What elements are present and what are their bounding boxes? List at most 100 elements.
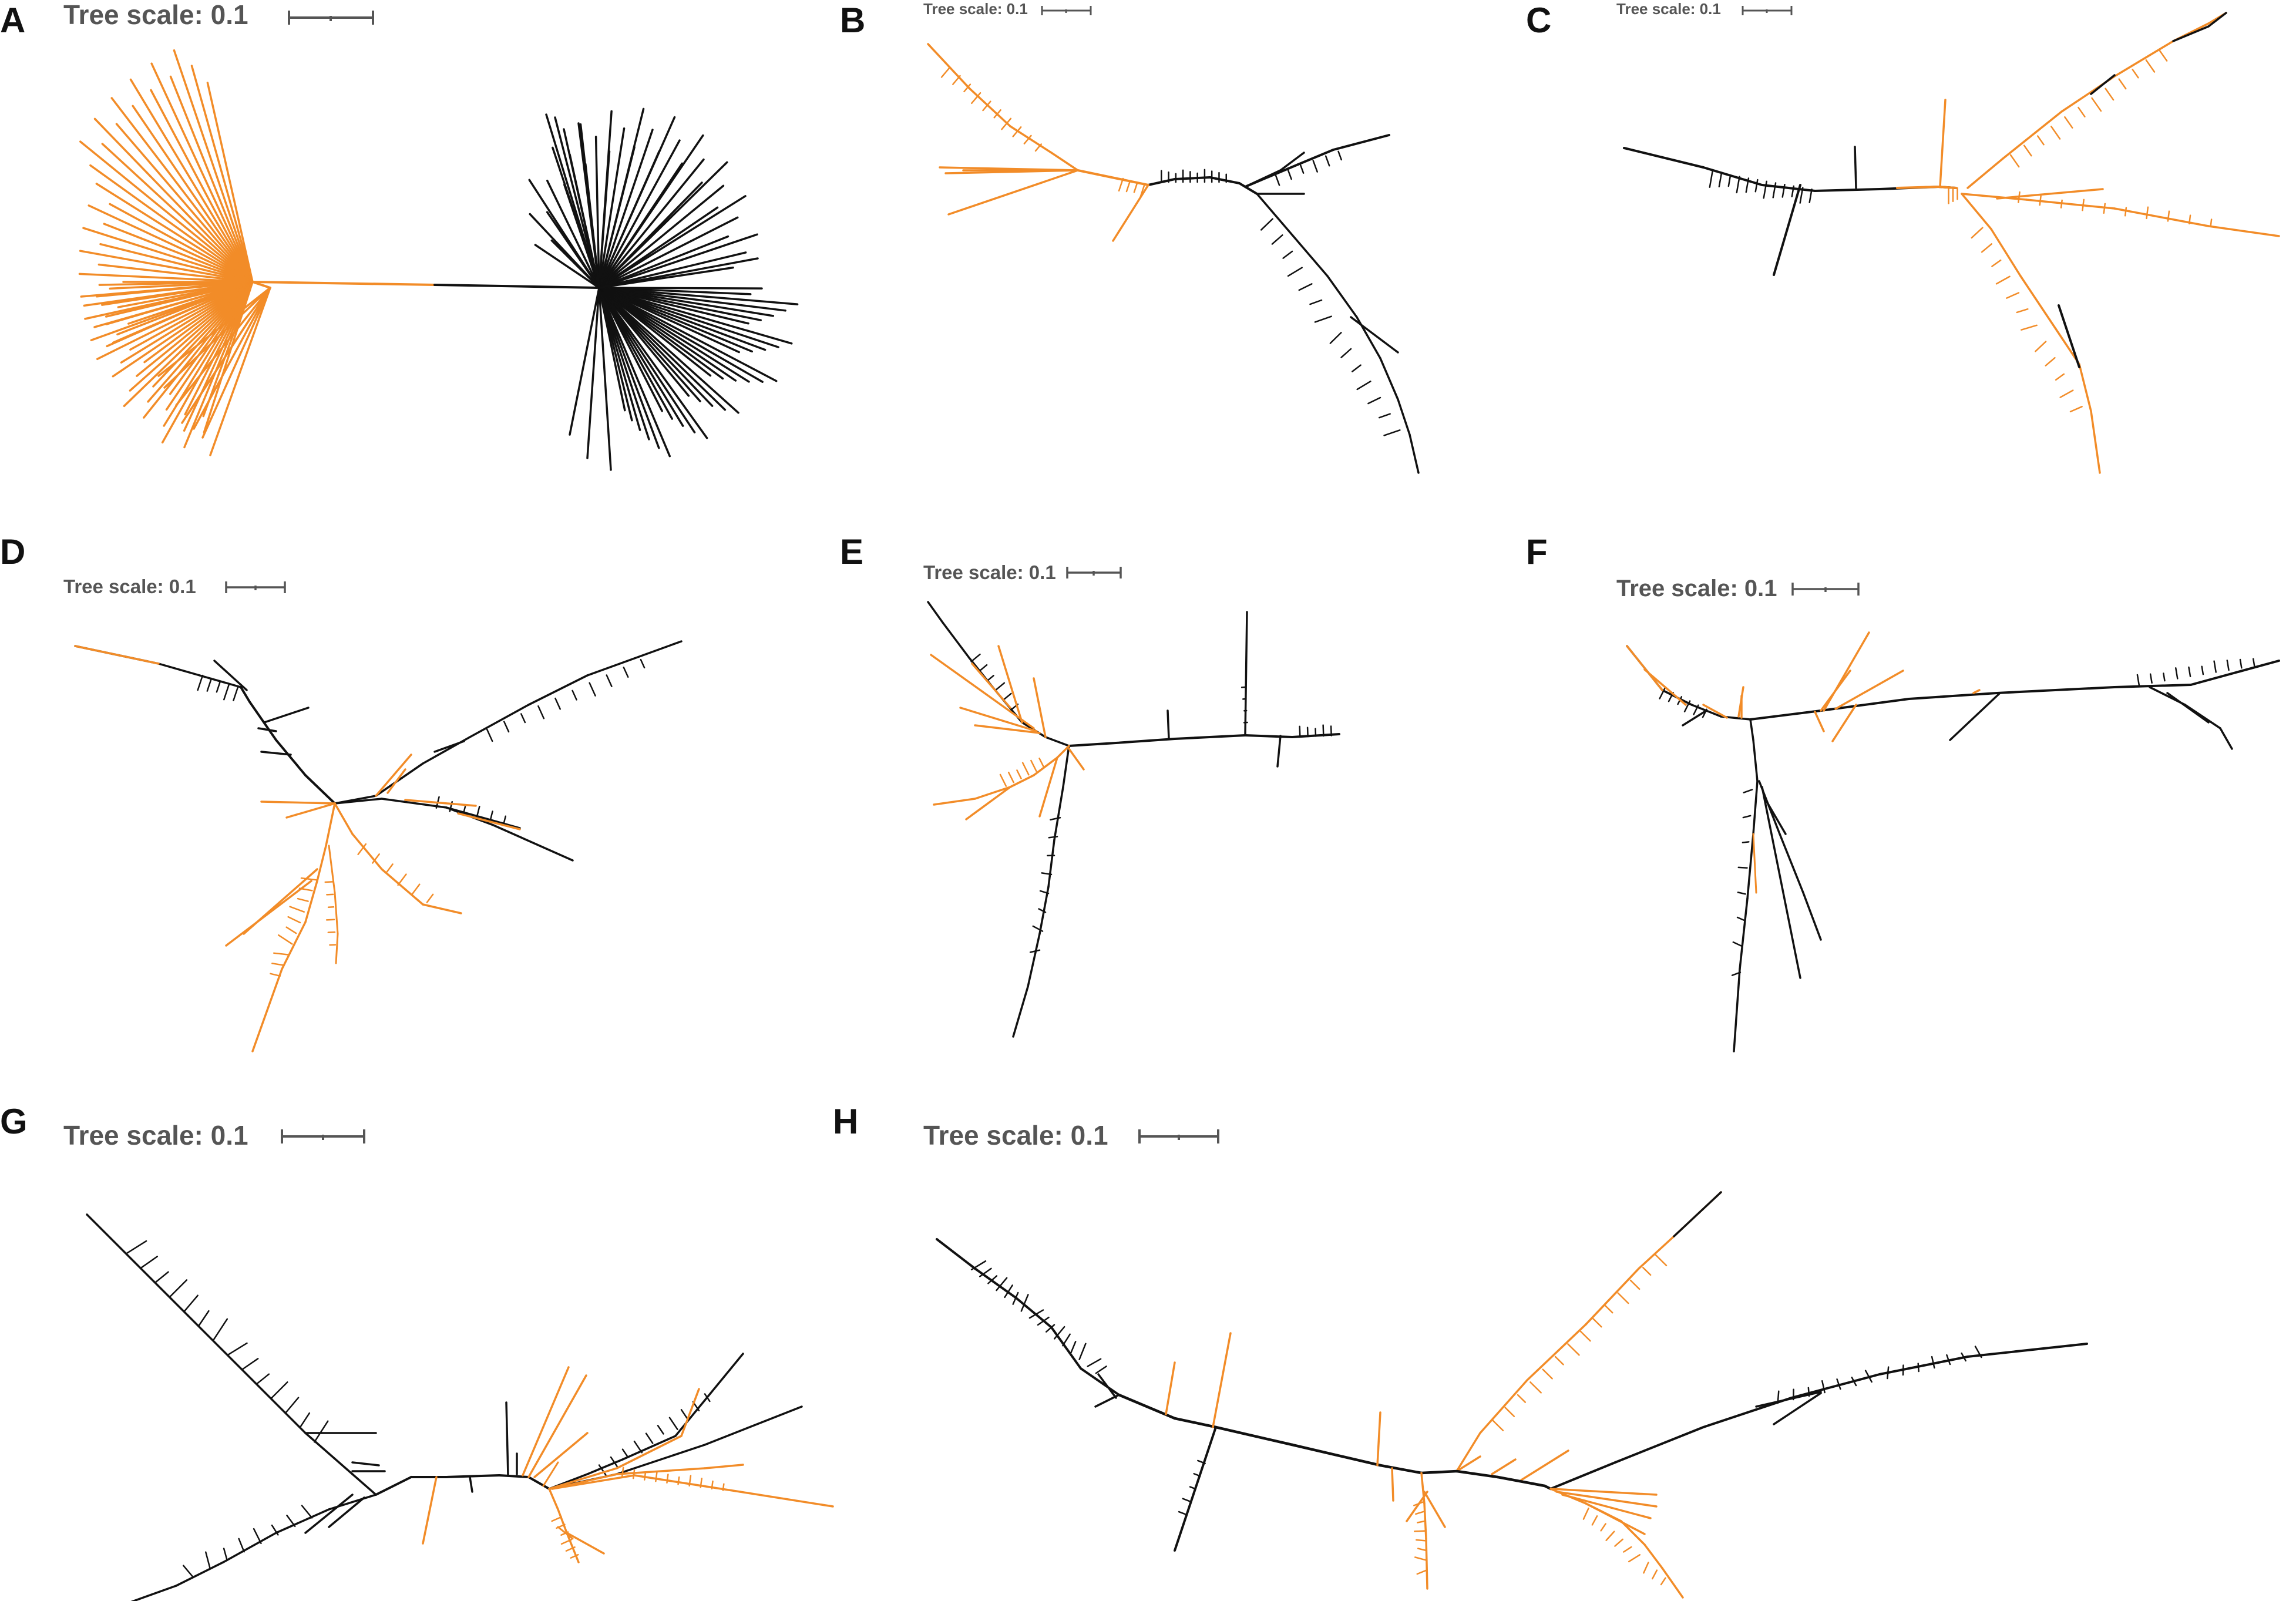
branch [548,1467,618,1490]
branch [616,1467,706,1475]
branch [304,880,318,923]
leaf-branch [1974,1346,1982,1358]
leaf-branch [271,963,285,966]
leaf-branch [2136,674,2140,686]
branch [1614,1426,1705,1464]
leaf-branch [598,184,725,289]
leaf-branch [1416,1539,1427,1542]
leaf-branch [1605,1531,1615,1541]
leaf-branch [95,183,254,283]
scale-bar-a [288,11,374,25]
leaf-branch [98,263,254,283]
branch [304,1432,354,1475]
leaf-branch [542,1461,559,1487]
leaf-branch [1655,1254,1668,1266]
leaf-branch [1012,126,1022,137]
tree-scale-label-a: Tree scale: 0.1 [63,0,248,30]
leaf-branch [565,1546,576,1552]
leaf-branch [1133,182,1138,193]
leaf-branch [327,931,336,933]
leaf-branch [598,235,730,289]
leaf-branch [1078,1343,1087,1360]
leaf-branch [1693,704,1699,715]
leaf-branch [469,1476,473,1493]
leaf-branch [1038,757,1045,768]
leaf-branch [2174,667,2179,680]
branch [1279,152,1305,171]
branch [1174,734,1246,740]
leaf-branch [586,287,600,459]
leaf-branch [2166,692,2210,724]
leaf-branch [598,287,671,458]
internal-branch [1761,184,1816,192]
leaf-branch [89,164,254,283]
leaf-branch [1737,866,1748,869]
leaf-branch [644,1472,647,1481]
leaf-branch [197,1310,210,1327]
leaf-branch [206,82,254,283]
branch [2078,363,2092,412]
leaf-branch [1736,176,1740,194]
branch [1990,228,2022,277]
leaf-branch [986,675,994,682]
branch [1420,1469,1458,1475]
branch [1038,886,1050,935]
branch [1256,193,1293,236]
leaf-branch [238,1538,245,1553]
leaf-branch [1330,725,1332,736]
branch [1673,1191,1722,1237]
leaf-branch [2124,207,2127,217]
leaf-branch [1682,709,1707,726]
tree-scale-label-f: Tree scale: 0.1 [1616,576,1777,601]
leaf-branch [645,1432,654,1444]
leaf-branch [1736,916,1744,921]
leaf-branch [940,66,951,78]
leaf-branch [1197,1459,1206,1464]
branch [936,1238,976,1270]
leaf-branch [2078,106,2086,117]
branch [251,281,271,289]
leaf-branch [2226,660,2230,671]
leaf-branch [1854,146,1857,189]
scale-bar-h [1138,1129,1219,1143]
leaf-branch [978,664,988,672]
leaf-branch [632,1469,636,1479]
leaf-branch [1062,1333,1071,1347]
leaf-branch [1643,668,1687,706]
leaf-branch [1991,259,2002,267]
leaf-branch [551,1516,562,1522]
internal-branch [1814,188,1881,192]
leaf-branch [2006,292,2020,299]
leaf-branch [1376,1411,1381,1467]
leaf-branch [1034,143,1042,152]
leaf-branch [520,713,526,724]
leaf-branch [225,880,312,947]
branch [739,1491,834,1508]
leaf-branch [103,223,254,283]
leaf-branch [206,677,213,692]
leaf-branch [2146,206,2149,220]
leaf-branch [227,1342,248,1356]
leaf-branch [1591,1515,1598,1526]
leaf-branch [270,1381,288,1400]
scale-bar-b [1041,6,1092,15]
leaf-branch [1007,771,1014,783]
leaf-branch [1097,1373,1117,1399]
leaf-branch [1287,267,1303,277]
leaf-branch [173,49,254,283]
leaf-branch [1001,117,1012,130]
leaf-branch [1731,971,1742,976]
branch [586,640,683,677]
branch [1620,1520,1646,1546]
leaf-branch [589,682,596,697]
branch [1966,157,2004,189]
branch [375,762,424,797]
leaf-branch [598,287,775,317]
panel-letter-f: F [1526,532,1548,571]
leaf-branch [704,1393,711,1402]
leaf-branch [422,1476,438,1545]
leaf-branch [183,1294,199,1313]
